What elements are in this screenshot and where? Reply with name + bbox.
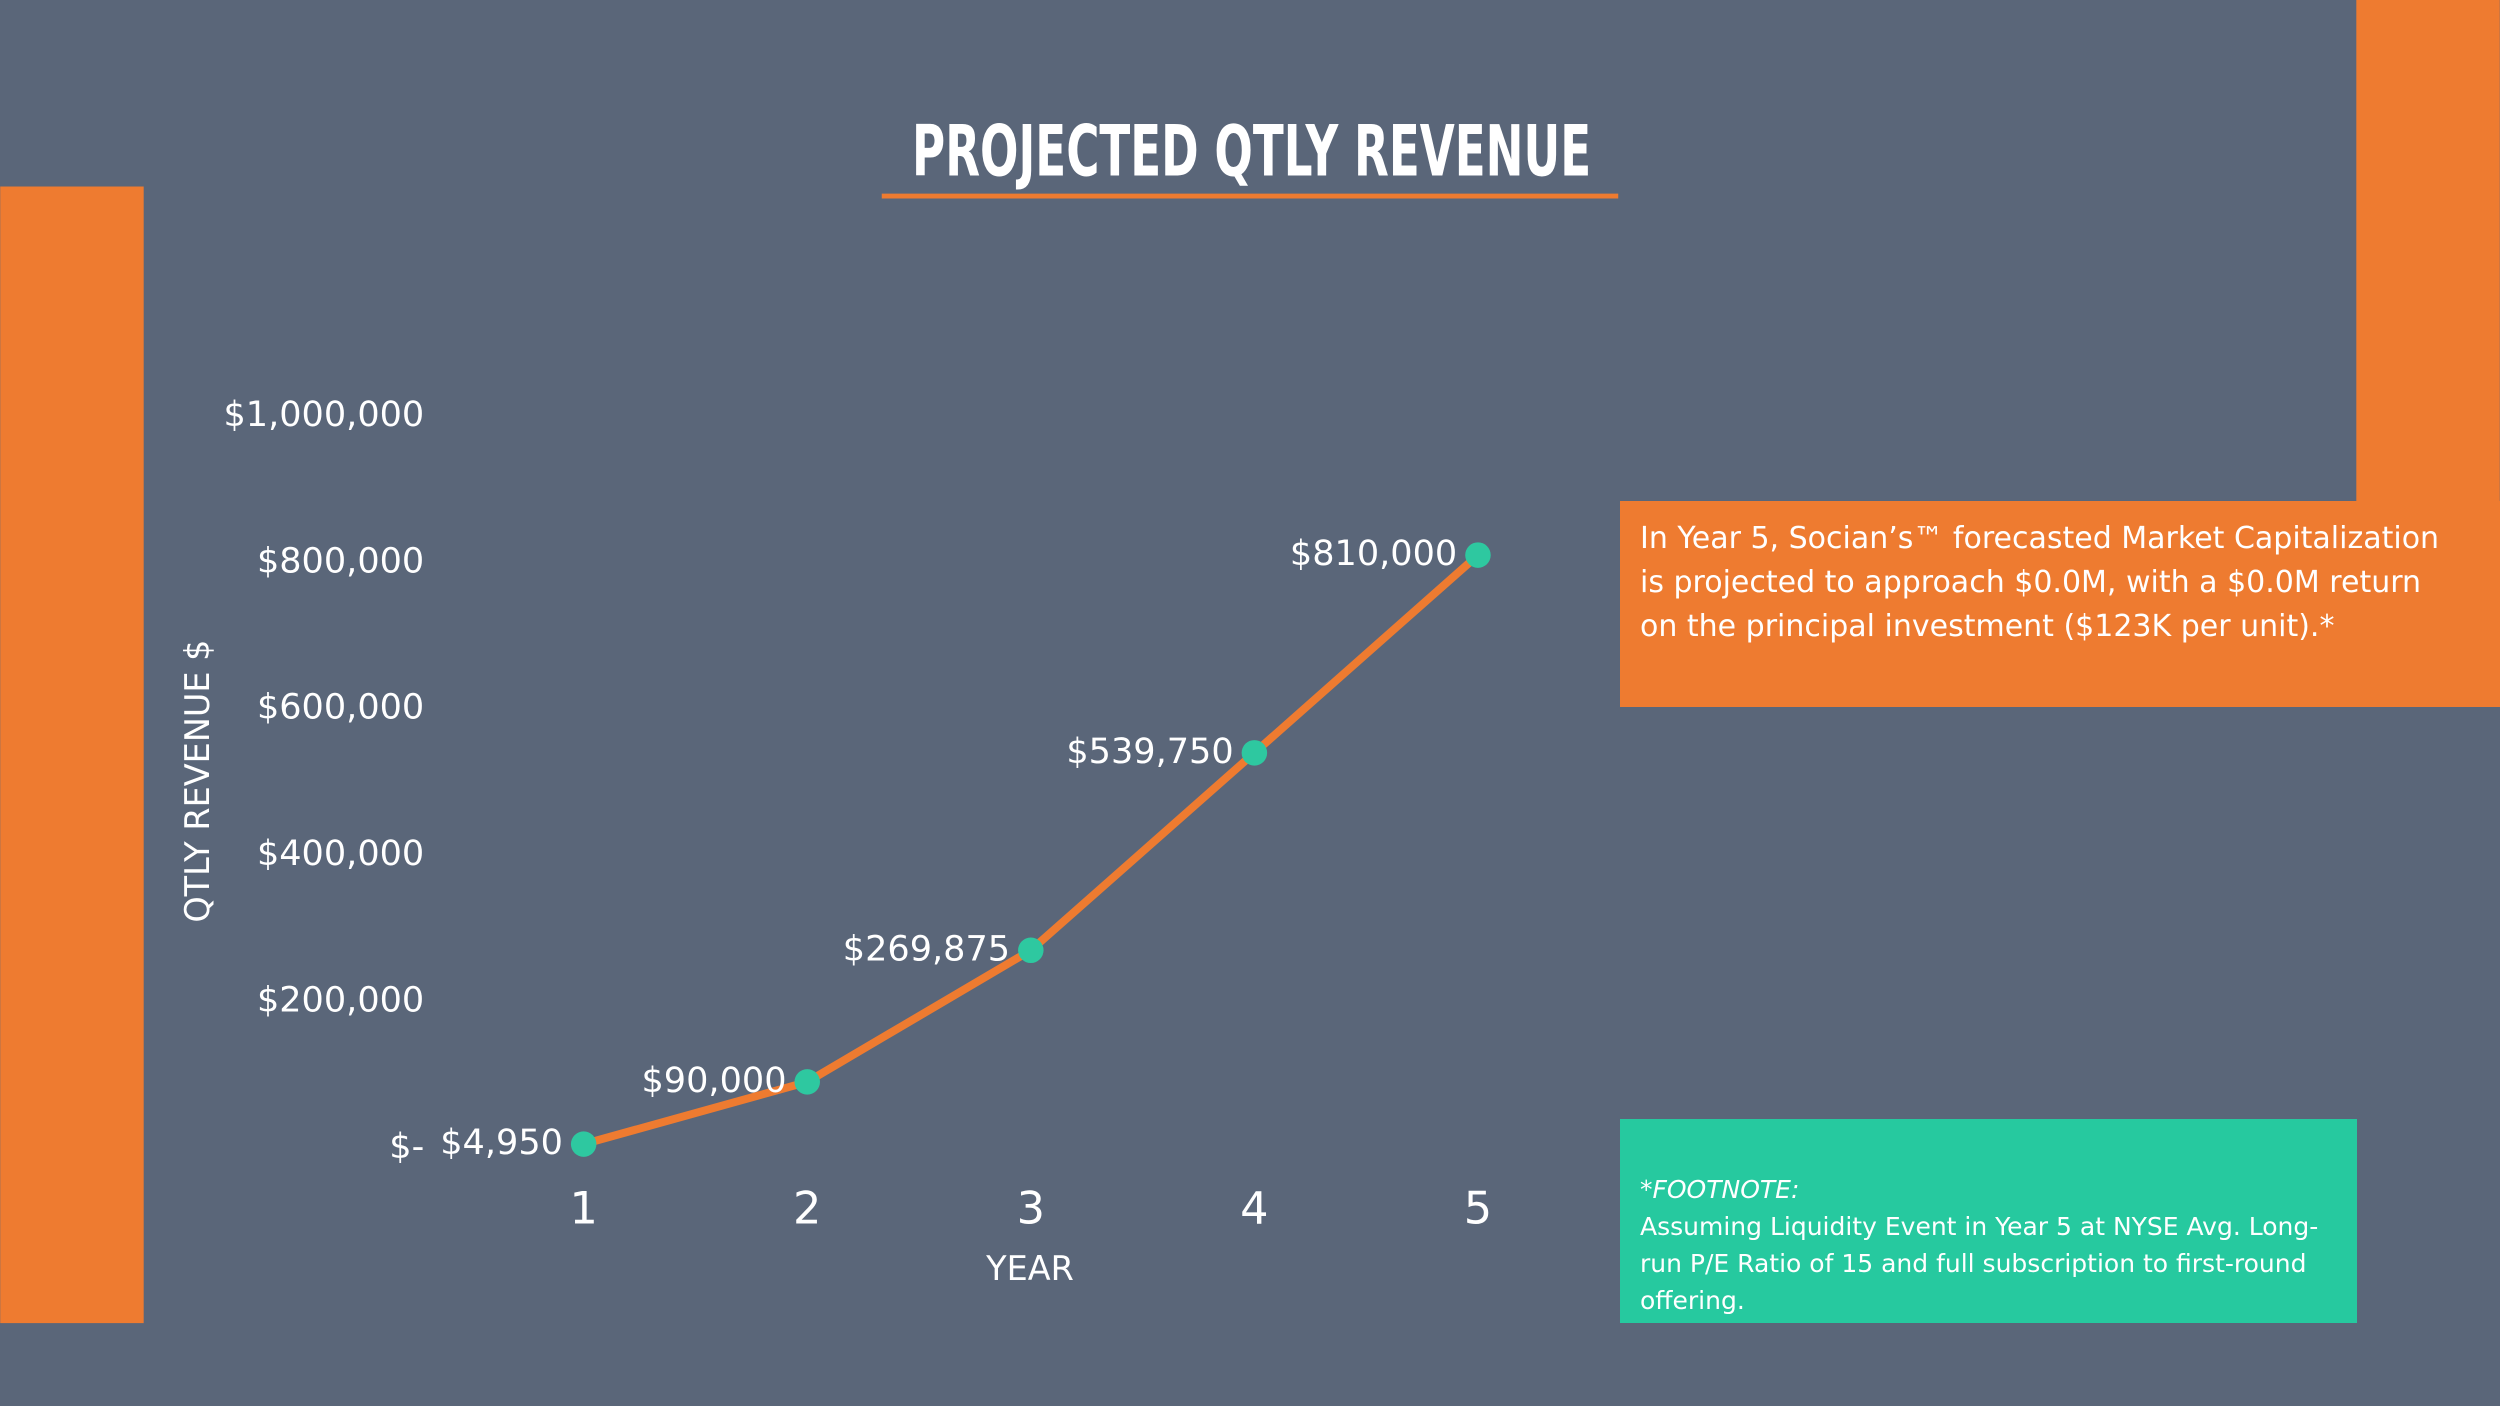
chart-title: PROJECTED QTLY REVENUE: [912, 110, 1591, 192]
point: [794, 1069, 820, 1095]
top-right-accent-bar: [2356, 0, 2500, 504]
data-label: $269,875: [843, 928, 1010, 969]
point: [570, 1131, 597, 1157]
footnote-box: *FOOTNOTE: Assuming Liquidity Event in Y…: [1620, 1119, 2357, 1323]
x-tick-label: 5: [1464, 1183, 1492, 1235]
y-tick-label: $-: [389, 1126, 424, 1167]
point: [1465, 542, 1491, 568]
footnote-title: *FOOTNOTE:: [1640, 1175, 1800, 1204]
footnote-text: Assuming Liquidity Event in Year 5 at NY…: [1640, 1212, 2319, 1315]
left-accent-bar: [0, 186, 144, 1324]
data-label: $4,950: [440, 1122, 563, 1163]
data-label: $810,000: [1290, 533, 1457, 574]
point: [1241, 740, 1268, 766]
point: [1018, 937, 1044, 964]
x-axis-title: YEAR: [985, 1249, 1074, 1288]
y-tick-label: $200,000: [257, 979, 424, 1020]
y-tick-label: $400,000: [257, 833, 424, 874]
y-tick-label: $600,000: [257, 687, 424, 728]
x-tick-label: 3: [1017, 1183, 1045, 1235]
callout-text: In Year 5, Socian’s™ forecasted Market C…: [1640, 521, 2440, 644]
x-tick-label: 1: [569, 1183, 597, 1235]
y-tick-label: $1,000,000: [223, 394, 424, 435]
y-axis-title: QTLY REVENUE $: [178, 640, 217, 923]
y-tick-label: $800,000: [257, 540, 424, 581]
line: [582, 552, 1481, 1148]
x-tick-label: 2: [793, 1183, 821, 1235]
data-label: $539,750: [1066, 731, 1233, 772]
x-tick-label: 4: [1240, 1183, 1268, 1235]
data-label: $90,000: [642, 1060, 787, 1101]
callout-box: In Year 5, Socian’s™ forecasted Market C…: [1620, 501, 2500, 707]
